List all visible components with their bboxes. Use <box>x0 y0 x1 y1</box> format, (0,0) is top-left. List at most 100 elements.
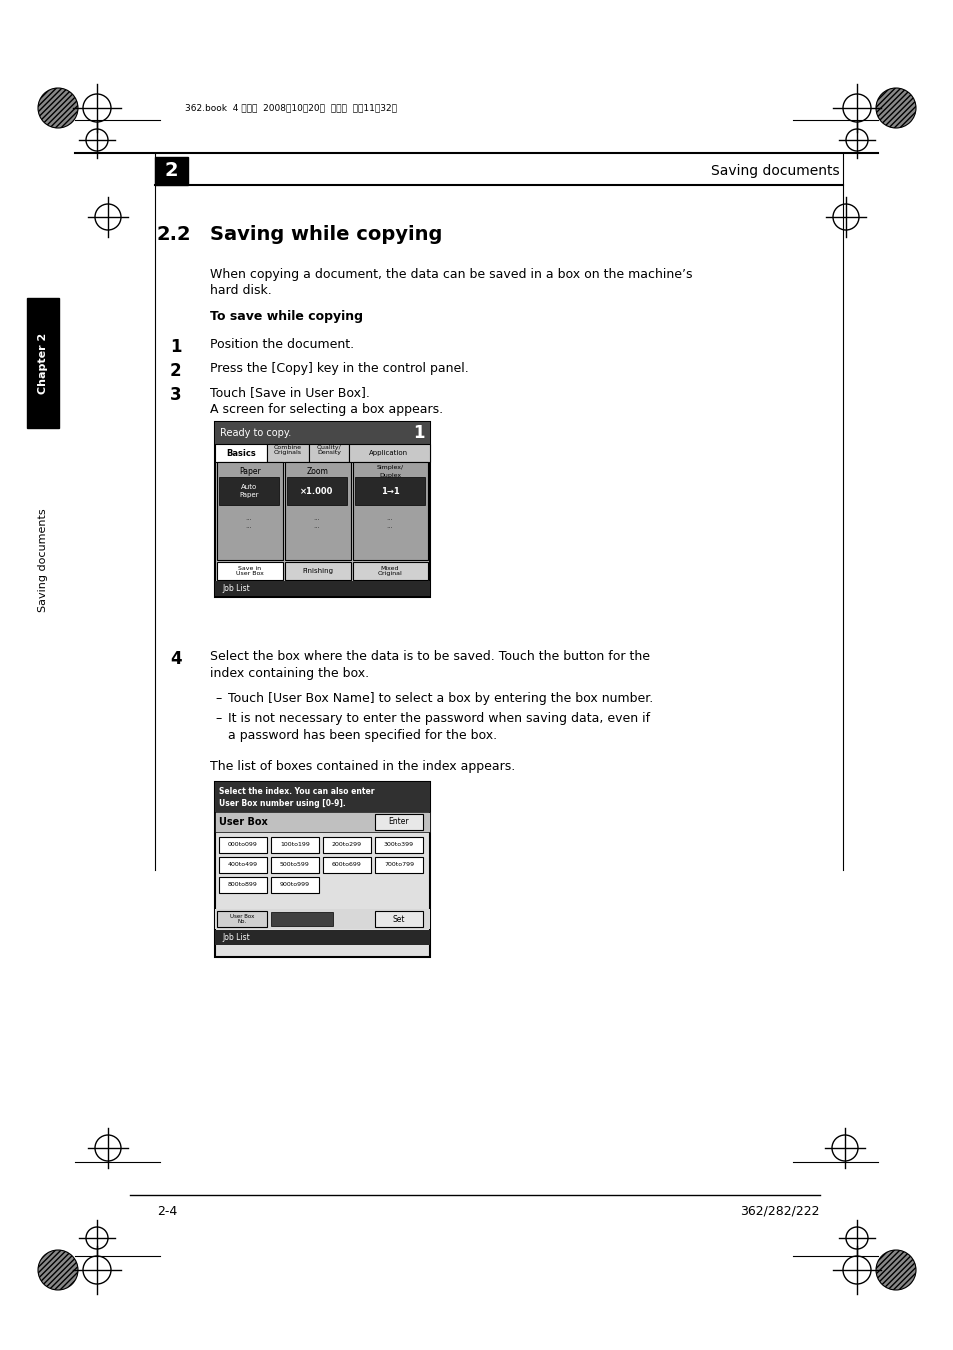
FancyBboxPatch shape <box>353 462 428 560</box>
FancyBboxPatch shape <box>27 298 59 428</box>
Text: User Box: User Box <box>219 817 268 828</box>
Circle shape <box>38 88 78 128</box>
Text: Mixed
Original: Mixed Original <box>377 566 402 576</box>
Text: 100to199: 100to199 <box>280 842 310 848</box>
Circle shape <box>875 88 915 128</box>
Text: Touch [User Box Name] to select a box by entering the box number.: Touch [User Box Name] to select a box by… <box>228 693 653 705</box>
Text: The list of boxes contained in the index appears.: The list of boxes contained in the index… <box>210 760 515 774</box>
Text: Auto: Auto <box>240 485 257 490</box>
FancyBboxPatch shape <box>309 444 349 462</box>
Text: index containing the box.: index containing the box. <box>210 667 369 680</box>
Text: 362/282/222: 362/282/222 <box>740 1206 820 1218</box>
FancyBboxPatch shape <box>154 157 188 185</box>
Text: 000to099: 000to099 <box>228 842 257 848</box>
Text: ...: ... <box>314 522 320 529</box>
Text: 500to599: 500to599 <box>280 863 310 868</box>
Text: ...: ... <box>386 514 393 521</box>
Text: ...: ... <box>386 522 393 529</box>
FancyBboxPatch shape <box>323 837 371 853</box>
FancyBboxPatch shape <box>214 811 430 832</box>
Text: Ready to copy.: Ready to copy. <box>220 428 291 437</box>
Text: 1: 1 <box>413 424 424 441</box>
Text: 2.2: 2.2 <box>157 225 192 244</box>
Text: It is not necessary to enter the password when saving data, even if: It is not necessary to enter the passwor… <box>228 711 649 725</box>
Text: 4: 4 <box>170 649 181 668</box>
FancyBboxPatch shape <box>271 878 318 892</box>
Text: 362.book  4 ページ  2008年10月20日  月曜日  午前11晄32分: 362.book 4 ページ 2008年10月20日 月曜日 午前11晄32分 <box>185 104 396 112</box>
Text: Job List: Job List <box>222 933 250 942</box>
Text: 300to399: 300to399 <box>383 842 414 848</box>
FancyBboxPatch shape <box>214 423 430 597</box>
FancyBboxPatch shape <box>216 911 267 927</box>
Text: When copying a document, the data can be saved in a box on the machine’s: When copying a document, the data can be… <box>210 269 692 281</box>
Text: Set: Set <box>393 914 405 923</box>
FancyBboxPatch shape <box>267 444 309 462</box>
FancyBboxPatch shape <box>285 462 351 560</box>
Text: Position the document.: Position the document. <box>210 338 354 351</box>
Text: User Box
No.: User Box No. <box>230 914 253 925</box>
Text: Combine
Originals: Combine Originals <box>274 444 302 455</box>
FancyBboxPatch shape <box>214 930 430 945</box>
Text: User Box number using [0-9].: User Box number using [0-9]. <box>219 798 345 807</box>
Text: To save while copying: To save while copying <box>210 310 363 323</box>
Text: Press the [Copy] key in the control panel.: Press the [Copy] key in the control pane… <box>210 362 468 375</box>
Text: 2-4: 2-4 <box>157 1206 177 1218</box>
FancyBboxPatch shape <box>285 562 351 580</box>
Text: 2: 2 <box>165 162 178 181</box>
FancyBboxPatch shape <box>375 911 422 927</box>
Text: Paper: Paper <box>239 491 258 498</box>
Text: –: – <box>214 711 221 725</box>
FancyBboxPatch shape <box>219 878 267 892</box>
FancyBboxPatch shape <box>375 814 422 830</box>
Text: Quality/
Density: Quality/ Density <box>316 444 341 455</box>
Text: ...: ... <box>314 514 320 521</box>
Text: hard disk.: hard disk. <box>210 284 272 297</box>
FancyBboxPatch shape <box>349 444 430 462</box>
Text: Chapter 2: Chapter 2 <box>38 332 48 394</box>
FancyBboxPatch shape <box>219 477 278 505</box>
FancyBboxPatch shape <box>323 857 371 873</box>
FancyBboxPatch shape <box>375 857 422 873</box>
Text: Finishing: Finishing <box>302 568 334 574</box>
Text: Duplex: Duplex <box>378 472 400 478</box>
Text: ...: ... <box>245 514 253 521</box>
FancyBboxPatch shape <box>353 562 428 580</box>
Text: ×1.000: ×1.000 <box>300 486 334 495</box>
FancyBboxPatch shape <box>216 462 283 560</box>
FancyBboxPatch shape <box>375 837 422 853</box>
Text: a password has been specified for the box.: a password has been specified for the bo… <box>228 729 497 742</box>
FancyBboxPatch shape <box>271 837 318 853</box>
FancyBboxPatch shape <box>271 913 333 926</box>
FancyBboxPatch shape <box>216 562 283 580</box>
Text: 1→1: 1→1 <box>380 486 399 495</box>
Text: 2: 2 <box>170 362 181 379</box>
Text: Select the box where the data is to be saved. Touch the button for the: Select the box where the data is to be s… <box>210 649 649 663</box>
Text: Application: Application <box>369 450 408 456</box>
Text: Enter: Enter <box>388 818 409 826</box>
Text: Touch [Save in User Box].: Touch [Save in User Box]. <box>210 386 370 400</box>
FancyBboxPatch shape <box>214 909 430 929</box>
Text: Zoom: Zoom <box>307 467 329 475</box>
Circle shape <box>875 1250 915 1291</box>
Text: –: – <box>214 693 221 705</box>
Circle shape <box>38 1250 78 1291</box>
Text: Basics: Basics <box>226 448 255 458</box>
FancyBboxPatch shape <box>214 423 430 444</box>
Text: Saving while copying: Saving while copying <box>210 225 442 244</box>
Text: A screen for selecting a box appears.: A screen for selecting a box appears. <box>210 404 442 416</box>
FancyBboxPatch shape <box>219 837 267 853</box>
FancyBboxPatch shape <box>271 857 318 873</box>
FancyBboxPatch shape <box>219 857 267 873</box>
Text: 1: 1 <box>170 338 181 356</box>
FancyBboxPatch shape <box>214 444 267 462</box>
Text: 3: 3 <box>170 386 181 404</box>
FancyBboxPatch shape <box>214 782 430 957</box>
Text: ...: ... <box>245 522 253 529</box>
Text: 600to699: 600to699 <box>332 863 361 868</box>
Text: Saving documents: Saving documents <box>38 508 48 612</box>
FancyBboxPatch shape <box>287 477 347 505</box>
Text: Job List: Job List <box>222 585 250 593</box>
Text: 900to999: 900to999 <box>279 883 310 887</box>
FancyBboxPatch shape <box>214 580 430 595</box>
Text: Save in
User Box: Save in User Box <box>235 566 264 576</box>
